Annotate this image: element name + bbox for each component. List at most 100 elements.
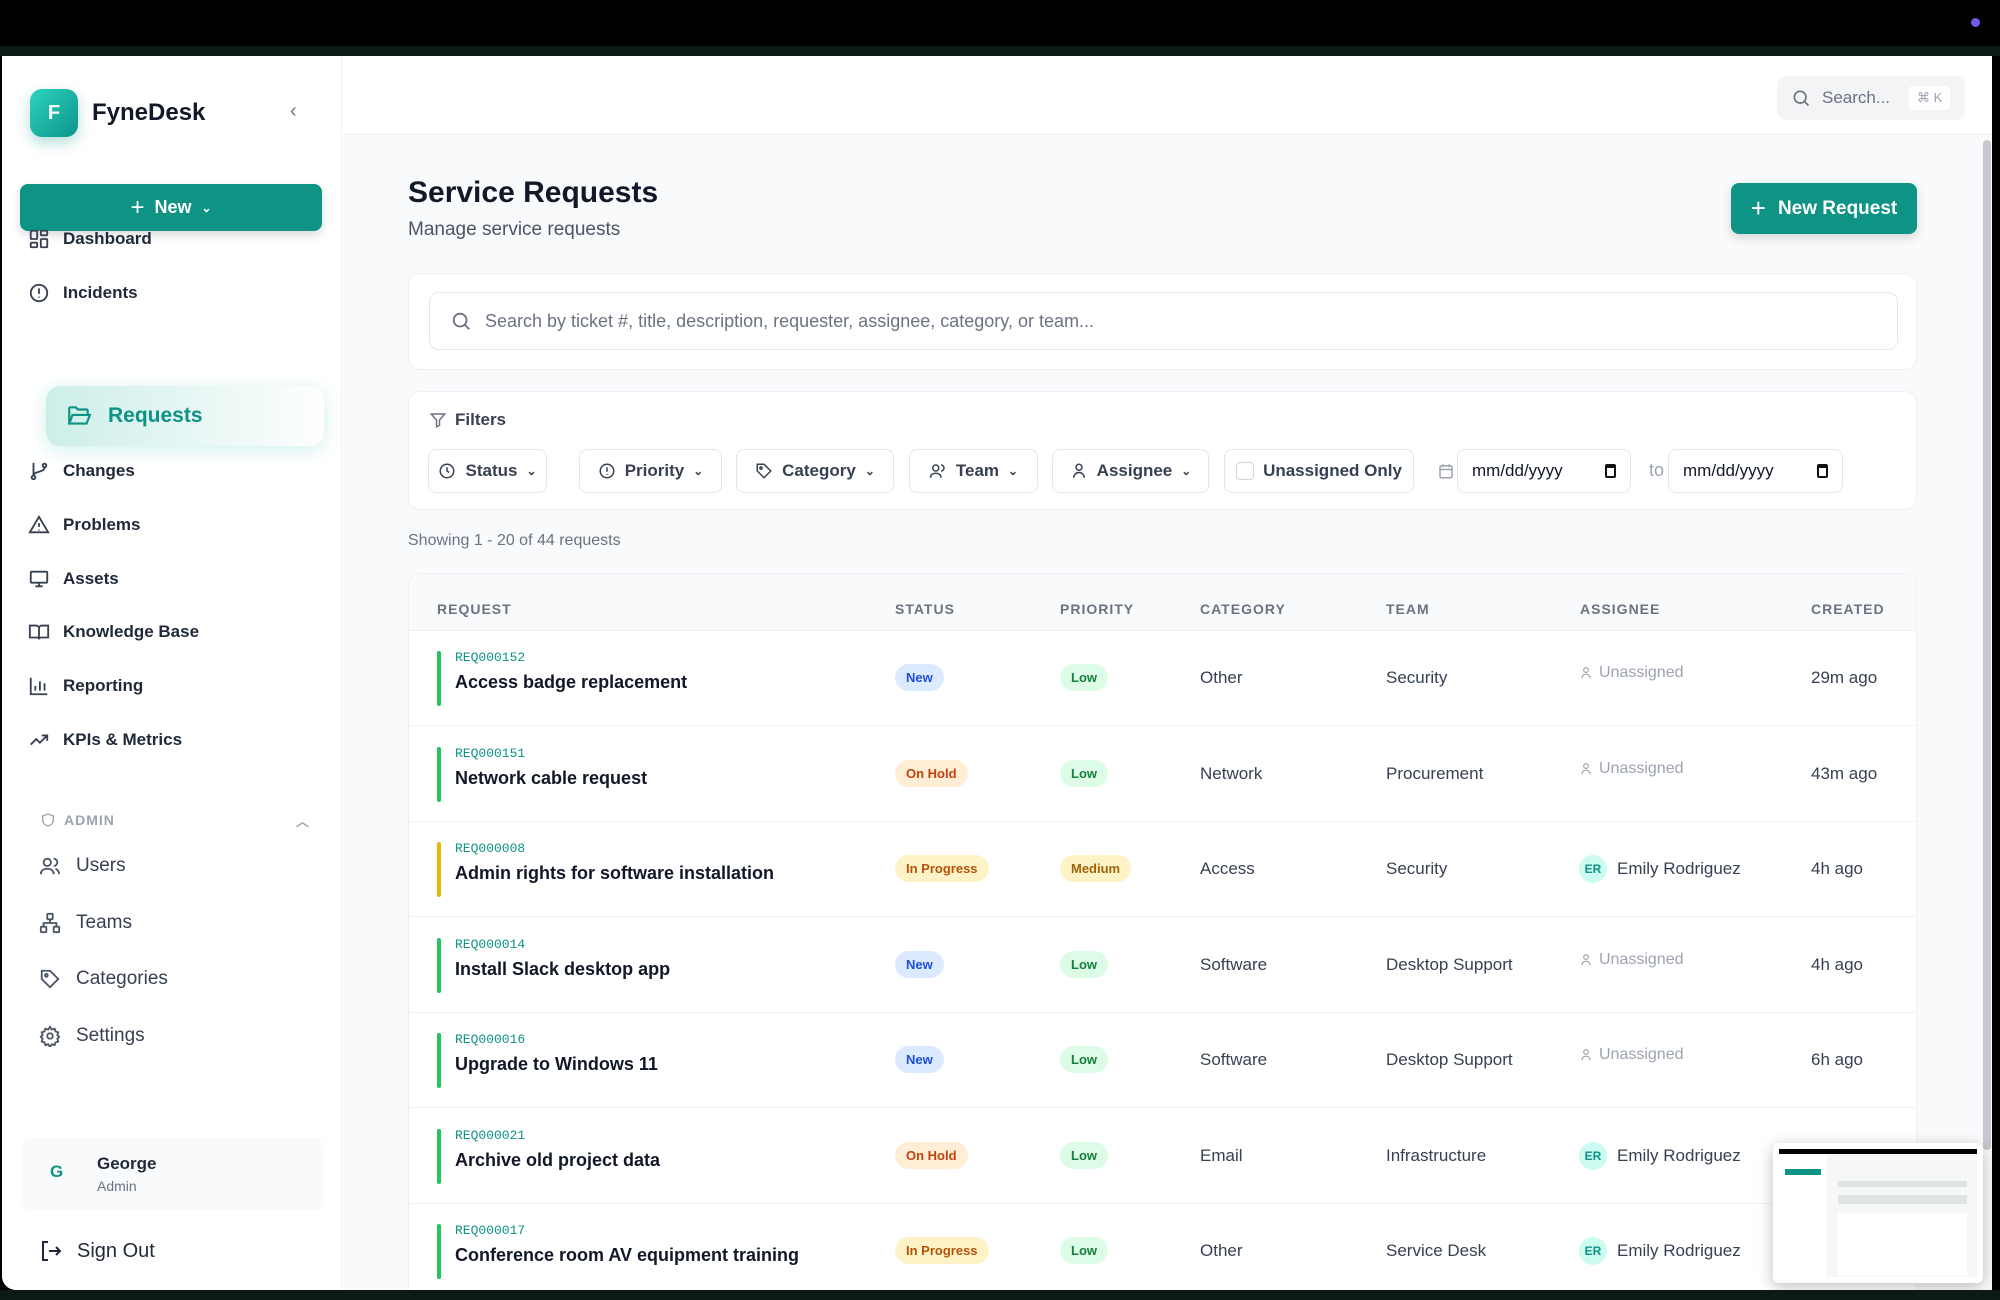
unassigned-only-toggle[interactable]: Unassigned Only	[1224, 449, 1414, 493]
scrollbar[interactable]	[1983, 140, 1991, 1150]
request-id[interactable]: REQ000152	[455, 650, 526, 665]
priority-accent-bar	[437, 937, 441, 993]
sidebar-item-users[interactable]: Users	[2, 852, 342, 880]
collapse-sidebar-icon[interactable]: ‹	[290, 100, 297, 122]
sidebar-item-teams[interactable]: Teams	[2, 909, 342, 937]
request-title[interactable]: Install Slack desktop app	[455, 958, 671, 979]
status-badge: In Progress	[895, 855, 989, 882]
sidebar-item-categories[interactable]: Categories	[2, 965, 342, 993]
table-row[interactable]: REQ000016 Upgrade to Windows 11 New Low …	[409, 1013, 1916, 1108]
sidebar-item-label: KPIs & Metrics	[63, 730, 183, 749]
calendar-icon[interactable]	[1817, 464, 1828, 478]
sign-out-label: Sign Out	[77, 1239, 155, 1262]
status-badge: New	[895, 1046, 944, 1073]
date-from-input[interactable]: mm/dd/yyyy	[1457, 449, 1631, 493]
sidebar-item-label: Categories	[76, 968, 168, 989]
column-assignee[interactable]: ASSIGNEE	[1580, 601, 1661, 617]
request-id[interactable]: REQ000016	[455, 1032, 526, 1047]
column-team[interactable]: TEAM	[1386, 601, 1430, 617]
sidebar-item-kpis[interactable]: KPIs & Metrics	[2, 727, 342, 753]
table-row[interactable]: REQ000008 Admin rights for software inst…	[409, 822, 1916, 917]
sign-out-button[interactable]: Sign Out	[2, 1236, 342, 1266]
request-id[interactable]: REQ000014	[455, 936, 526, 952]
table-row[interactable]: REQ000152 Access badge replacement New L…	[409, 631, 1916, 726]
sidebar-item-settings[interactable]: Settings	[2, 1022, 342, 1050]
request-id[interactable]: REQ000008	[455, 841, 526, 856]
global-search-button[interactable]: Search... ⌘ K	[1777, 76, 1965, 120]
category-cell: Software	[1200, 954, 1268, 974]
chevron-down-icon: ⌄	[864, 464, 875, 478]
category-filter[interactable]: Category ⌄	[736, 449, 894, 493]
table-row[interactable]: REQ000021 Archive old project data On Ho…	[409, 1109, 1916, 1204]
chevron-down-icon: ⌄	[1008, 464, 1019, 478]
unassigned-only-label: Unassigned Only	[1263, 461, 1402, 480]
priority-badge: Medium	[1060, 855, 1132, 882]
request-id[interactable]: REQ000021	[455, 1127, 526, 1143]
request-id[interactable]: REQ000017	[455, 1223, 526, 1238]
request-id[interactable]: REQ000151	[455, 745, 526, 761]
sidebar-item-changes[interactable]: Changes	[2, 458, 342, 484]
sidebar-item-knowledge-base[interactable]: Knowledge Base	[2, 619, 342, 645]
table-row[interactable]: REQ000014 Install Slack desktop app New …	[409, 918, 1916, 1013]
sidebar-item-assets[interactable]: Assets	[2, 566, 342, 592]
assignee: Unassigned	[1579, 760, 1684, 778]
priority-filter[interactable]: Priority ⌄	[579, 449, 722, 493]
created-cell: 43m ago	[1811, 763, 1878, 783]
column-status[interactable]: STATUS	[895, 601, 955, 617]
search-input[interactable]	[485, 310, 1865, 332]
screen-preview-thumbnail[interactable]	[1773, 1143, 1983, 1283]
assignee: ER Emily Rodriguez	[1579, 855, 1741, 883]
team-filter[interactable]: Team ⌄	[909, 449, 1038, 493]
search-field[interactable]	[429, 292, 1898, 350]
sidebar-item-dashboard[interactable]: Dashboard	[2, 226, 342, 252]
team-cell: Service Desk	[1386, 1241, 1487, 1260]
alert-circle-icon	[599, 463, 615, 479]
calendar-icon[interactable]	[1605, 464, 1616, 478]
gear-icon	[39, 1025, 61, 1047]
assignee-filter[interactable]: Assignee ⌄	[1052, 449, 1209, 493]
search-icon	[452, 312, 470, 330]
book-icon	[28, 624, 50, 640]
request-title[interactable]: Conference room AV equipment training	[455, 1245, 800, 1265]
user-name: George	[97, 1154, 157, 1173]
column-created[interactable]: CREATED	[1811, 601, 1885, 617]
request-title[interactable]: Archive old project data	[455, 1149, 661, 1170]
table-row[interactable]: REQ000151 Network cable request On Hold …	[409, 727, 1916, 822]
table-row[interactable]: REQ000017 Conference room AV equipment t…	[409, 1204, 1916, 1290]
assignee: Unassigned	[1579, 1046, 1684, 1064]
category-filter-label: Category	[782, 461, 856, 480]
avatar: ER	[1579, 1141, 1607, 1170]
admin-label: ADMIN	[64, 812, 115, 828]
priority-badge: Low	[1060, 1237, 1108, 1264]
chevron-down-icon: ⌄	[526, 464, 537, 478]
assignee-name: Unassigned	[1599, 664, 1684, 681]
user-icon	[1581, 667, 1591, 679]
sign-out-icon	[42, 1241, 62, 1261]
request-title[interactable]: Upgrade to Windows 11	[455, 1054, 658, 1074]
status-filter[interactable]: Status ⌄	[428, 449, 547, 493]
brand-name: FyneDesk	[92, 99, 206, 126]
sidebar-item-problems[interactable]: Problems	[2, 512, 342, 538]
column-request[interactable]: REQUEST	[437, 601, 512, 617]
user-profile-card[interactable]: G George Admin	[22, 1138, 324, 1210]
sidebar-item-requests[interactable]: Requests	[46, 386, 324, 446]
column-priority[interactable]: PRIORITY	[1060, 601, 1135, 617]
app-window: F FyneDesk ‹ + New ⌄ Dashboard Incidents R…	[2, 56, 1992, 1290]
new-button[interactable]: + New ⌄	[20, 184, 322, 231]
unassigned-only-checkbox[interactable]	[1236, 462, 1255, 480]
sidebar-item-reporting[interactable]: Reporting	[2, 673, 342, 699]
admin-section-toggle[interactable]: ADMIN ︿	[40, 812, 310, 829]
new-request-label: New Request	[1777, 197, 1898, 219]
priority-filter-label: Priority	[624, 461, 685, 480]
priority-accent-bar	[437, 1033, 441, 1088]
new-request-button[interactable]: + New Request	[1731, 183, 1917, 234]
priority-badge: Low	[1060, 759, 1108, 787]
sidebar-item-incidents[interactable]: Incidents	[2, 280, 342, 306]
date-to-input[interactable]: mm/dd/yyyy	[1668, 449, 1843, 493]
column-category[interactable]: CATEGORY	[1200, 601, 1286, 617]
priority-badge: Low	[1060, 950, 1108, 978]
request-title[interactable]: Admin rights for software installation	[455, 863, 775, 883]
request-title[interactable]: Access badge replacement	[455, 672, 688, 692]
request-title[interactable]: Network cable request	[455, 767, 648, 788]
teams-icon	[39, 912, 61, 934]
